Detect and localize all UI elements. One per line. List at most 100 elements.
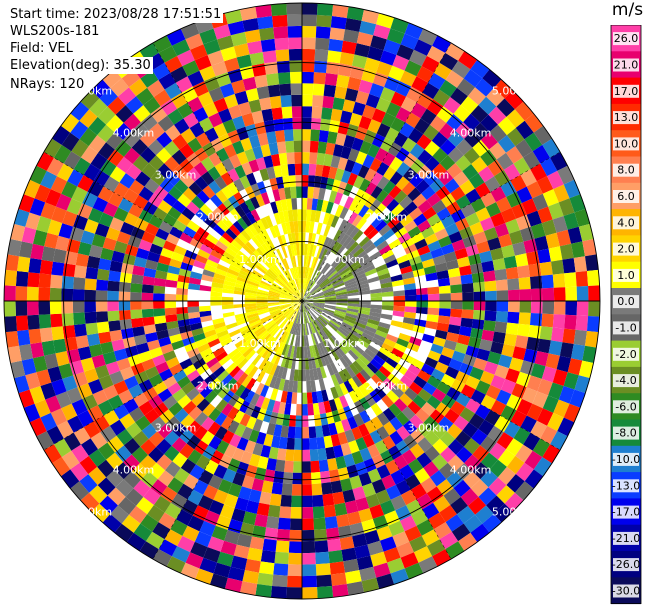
gate-cell — [307, 281, 315, 292]
gate-cell — [263, 155, 274, 169]
gate-cell — [449, 275, 462, 286]
gate-cell — [203, 264, 217, 273]
gate-cell — [162, 350, 177, 362]
gate-cell — [516, 398, 533, 416]
gate-cell — [490, 212, 506, 228]
gate-cell — [273, 340, 282, 353]
gate-cell — [50, 313, 63, 328]
gate-cell — [431, 454, 448, 471]
gate-cell — [565, 286, 578, 301]
gate-cell — [189, 271, 203, 280]
gate-cell — [212, 207, 226, 220]
gate-cell — [288, 175, 296, 187]
gate-cell — [302, 301, 309, 311]
gate-cell — [355, 461, 368, 476]
gate-cell — [186, 434, 201, 450]
gate-cell — [244, 303, 257, 307]
gate-cell — [369, 199, 382, 212]
gate-cell — [459, 179, 475, 195]
gate-cell — [245, 349, 256, 361]
gate-cell — [63, 151, 81, 170]
gate-cell — [170, 66, 188, 83]
gate-cell — [426, 192, 442, 207]
gate-cell — [500, 207, 516, 223]
gate-cell — [355, 126, 368, 141]
gate-cell — [164, 82, 182, 100]
gate-cell — [73, 214, 88, 231]
gate-cell — [282, 306, 293, 314]
gate-cell — [392, 54, 410, 71]
gate-cell — [255, 395, 265, 408]
gate-cell — [542, 301, 555, 315]
gate-cell — [208, 180, 222, 195]
gate-cell — [79, 455, 98, 475]
gate-cell — [530, 363, 546, 379]
gate-cell — [293, 301, 302, 310]
gate-cell — [199, 347, 213, 359]
gate-cell — [135, 342, 150, 355]
gate-cell — [332, 97, 345, 111]
gate-cell — [280, 494, 292, 507]
gate-cell — [189, 238, 203, 249]
gate-cell — [385, 259, 399, 269]
gate-cell — [7, 345, 22, 363]
gate-cell — [478, 96, 497, 115]
gate-cell — [269, 288, 281, 294]
gate-cell — [373, 562, 391, 578]
gate-cell — [152, 235, 166, 248]
gate-cell — [388, 403, 402, 417]
gate-cell — [220, 46, 237, 62]
gate-cell — [190, 541, 208, 558]
gate-cell — [362, 381, 375, 394]
gate-cell — [191, 393, 205, 407]
gate-cell — [416, 66, 434, 83]
gate-cell — [216, 440, 230, 455]
gate-cell — [208, 211, 221, 225]
gate-cell — [188, 277, 202, 285]
gate-cell — [215, 240, 228, 252]
gate-cell — [215, 399, 228, 413]
gate-cell — [427, 286, 440, 295]
gate-cell — [233, 178, 245, 192]
gate-cell — [324, 73, 338, 86]
gate-cell — [382, 180, 396, 195]
gate-cell — [353, 201, 365, 215]
gate-cell — [256, 293, 268, 298]
gate-cell — [259, 27, 275, 41]
gate-cell — [312, 304, 325, 309]
gate-cell — [165, 314, 178, 323]
gate-cell — [353, 247, 365, 258]
gate-cell — [427, 213, 441, 227]
gate-cell — [382, 361, 395, 374]
gate-cell — [388, 238, 402, 250]
gate-cell — [245, 310, 258, 316]
gate-cell — [73, 277, 86, 290]
gate-cell — [214, 268, 228, 277]
gate-cell — [330, 256, 341, 267]
colorbar-tick-label: 1.0 — [617, 269, 635, 282]
gate-cell — [107, 290, 119, 301]
gate-cell — [305, 335, 310, 347]
gate-cell — [306, 244, 311, 256]
gate-cell — [465, 375, 480, 390]
scan-info: Start time: 2023/08/28 17:51:51 WLS200s-… — [10, 6, 224, 93]
gate-cell — [145, 531, 165, 550]
gate-cell — [302, 335, 305, 347]
gate-cell — [105, 227, 121, 241]
gate-cell — [417, 422, 432, 438]
gate-cell — [199, 28, 217, 45]
gate-cell — [196, 363, 210, 376]
gate-cell — [63, 432, 81, 451]
gate-cell — [244, 148, 256, 162]
gate-cell — [291, 94, 302, 107]
gate-cell — [365, 181, 377, 196]
gate-cell — [336, 301, 348, 304]
gate-cell — [256, 301, 268, 304]
gate-cell — [498, 449, 516, 467]
gate-cell — [223, 444, 237, 459]
gate-cell — [270, 285, 282, 292]
gate-cell — [290, 345, 295, 358]
gate-cell — [257, 309, 270, 316]
gate-cell — [294, 278, 299, 291]
gate-cell — [478, 166, 495, 183]
